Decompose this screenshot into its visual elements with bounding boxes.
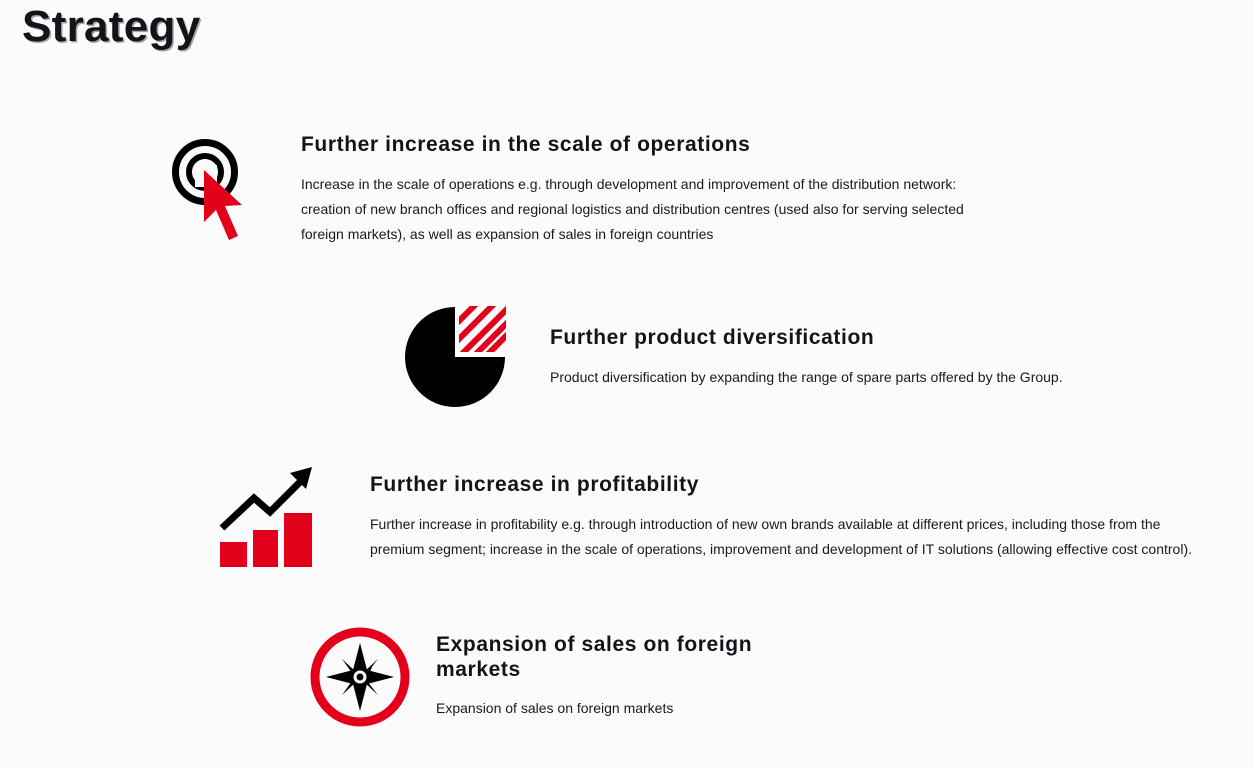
page-title: Strategy [22, 2, 201, 51]
strategy-item-foreign-markets: Expansion of sales on foreign markets Ex… [436, 632, 806, 721]
item-heading: Further increase in profitability [370, 473, 700, 496]
compass-icon [309, 626, 411, 728]
growth-chart-icon [218, 466, 316, 570]
strategy-item-diversification: Further product diversification Product … [550, 325, 1150, 390]
item-description: Increase in the scale of operations e.g.… [301, 176, 964, 242]
strategy-item-profitability: Further increase in profitability Furthe… [370, 472, 1230, 562]
item-heading: Further product diversification [550, 326, 875, 349]
item-heading: Further increase in the scale of operati… [301, 133, 751, 156]
pie-chart-icon [404, 306, 506, 408]
item-description: Expansion of sales on foreign markets [436, 700, 674, 716]
strategy-item-scale: Further increase in the scale of operati… [301, 132, 981, 247]
item-description: Further increase in profitability e.g. t… [370, 516, 1193, 557]
item-heading: Expansion of sales on foreign markets [436, 633, 753, 681]
item-description: Product diversification by expanding the… [550, 369, 1063, 385]
target-cursor-icon [168, 137, 250, 243]
